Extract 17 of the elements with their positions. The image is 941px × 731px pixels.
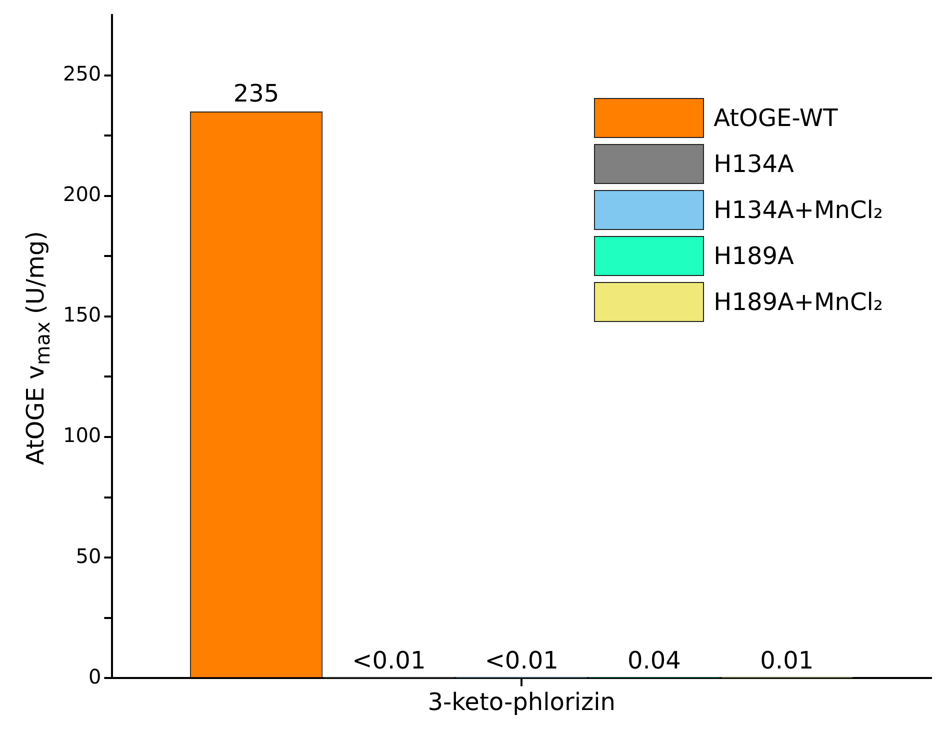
data-label: <0.01 <box>352 646 426 674</box>
legend-label: AtOGE-WT <box>714 104 838 132</box>
y-tick-label: 150 <box>62 302 102 327</box>
legend-label: H134A+MnCl₂ <box>714 196 883 224</box>
y-tick-label: 0 <box>88 664 102 688</box>
legend-label: H189A+MnCl₂ <box>714 288 883 316</box>
y-tick-label: 200 <box>62 182 102 206</box>
y-tick-label: 100 <box>62 423 102 448</box>
x-tick-label: 3-keto-phlorizin <box>428 688 616 716</box>
data-label: 0.04 <box>628 646 681 674</box>
y-tick-label: 50 <box>76 544 102 568</box>
data-label: <0.01 <box>484 646 558 674</box>
legend-label: H189A <box>714 242 794 270</box>
legend-label: H134A <box>714 150 794 178</box>
data-label: 0.01 <box>760 646 814 674</box>
y-tick-label: 250 <box>62 61 102 86</box>
data-label: 235 <box>233 80 280 108</box>
